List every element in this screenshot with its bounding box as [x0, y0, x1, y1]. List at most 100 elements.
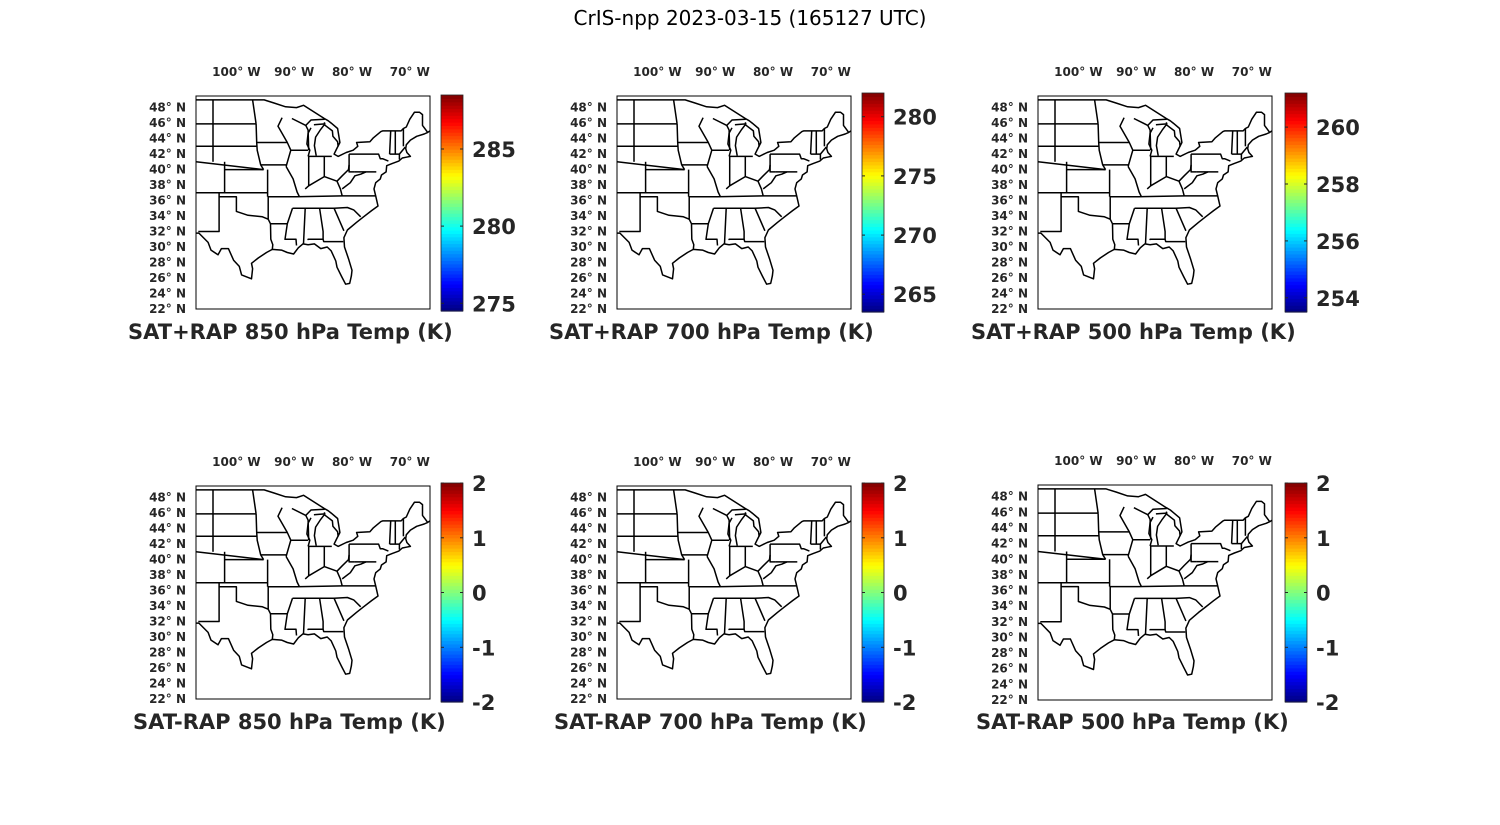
state-boundary: [1147, 125, 1152, 151]
latitude-label: 22° N: [991, 302, 1028, 316]
longitude-label: 70° W: [390, 65, 430, 79]
colorbar-segment: [862, 619, 884, 624]
colorbar-segment: [862, 684, 884, 689]
longitude-label: 100° W: [1054, 454, 1102, 468]
state-boundary: [713, 206, 783, 218]
colorbar-segment: [441, 142, 463, 147]
colorbar-segment: [862, 623, 884, 628]
colorbar-segment: [862, 548, 884, 553]
longitude-label: 70° W: [1232, 454, 1272, 468]
colorbar-segment: [1285, 140, 1307, 145]
colorbar-tick-label: 2: [472, 472, 487, 496]
state-boundary: [349, 153, 389, 162]
latitude-label: 44° N: [570, 522, 607, 536]
colorbar-segment: [1285, 216, 1307, 221]
longitude-label: 90° W: [1116, 65, 1156, 79]
colorbar-segment: [441, 496, 463, 501]
latitude-label: 30° N: [991, 631, 1028, 645]
state-boundary: [341, 171, 367, 190]
latitude-label: 28° N: [149, 256, 186, 270]
state-boundary: [1093, 99, 1099, 125]
state-boundary: [1097, 123, 1107, 170]
colorbar-segment: [1285, 199, 1307, 204]
colorbar-segment: [441, 647, 463, 652]
colorbar-segment: [441, 155, 463, 160]
colorbar-segment: [862, 654, 884, 659]
colorbar-segment: [1285, 308, 1307, 313]
latitude-label: 46° N: [991, 505, 1028, 519]
colorbar-segment: [441, 503, 463, 508]
colorbar-segment: [862, 602, 884, 607]
latitude-label: 32° N: [149, 225, 186, 239]
latitude-label: 24° N: [570, 287, 607, 301]
state-boundary: [757, 164, 771, 182]
colorbar-segment: [862, 188, 884, 193]
colorbar-segment: [441, 500, 463, 505]
colorbar-segment: [441, 537, 463, 542]
colorbar-segment: [441, 230, 463, 234]
colorbar-segment: [862, 650, 884, 655]
latitude-label: 40° N: [149, 553, 186, 567]
latitude-label: 44° N: [991, 132, 1028, 146]
state-boundary: [292, 596, 362, 608]
colorbar-segment: [441, 626, 463, 631]
colorbar-segment: [441, 623, 463, 628]
colorbar-segment: [441, 236, 463, 241]
colorbar-segment: [1285, 582, 1307, 587]
colorbar-segment: [1285, 116, 1307, 121]
colorbar-segment: [862, 496, 884, 501]
colorbar-segment: [862, 274, 884, 279]
colorbar-segment: [441, 203, 463, 207]
colorbar-segment: [862, 599, 884, 604]
canada-border: [1038, 99, 1271, 158]
colorbar-segment: [1285, 260, 1307, 265]
latitude-label: 32° N: [991, 615, 1028, 629]
colorbar-segment: [441, 290, 463, 295]
colorbar-segment: [1285, 544, 1307, 549]
state-boundary: [725, 175, 764, 197]
state-boundary: [1175, 208, 1187, 232]
state-boundary: [723, 598, 727, 634]
longitude-label: 70° W: [811, 455, 851, 469]
state-boundary: [619, 586, 641, 623]
state-boundary: [672, 99, 678, 125]
colorbar-segment: [441, 493, 463, 498]
latitude-label: 42° N: [570, 147, 607, 161]
latitude-label: 22° N: [149, 302, 186, 316]
state-boundary: [698, 507, 713, 541]
latitude-label: 26° N: [991, 662, 1028, 676]
colorbar-segment: [1285, 195, 1307, 200]
colorbar-segment: [1285, 291, 1307, 296]
colorbar-segment: [441, 223, 463, 228]
colorbar-tick-label: -2: [472, 691, 495, 715]
state-boundary: [1147, 514, 1152, 540]
colorbar-segment: [441, 263, 463, 268]
state-boundary: [313, 122, 326, 126]
latitude-label: 28° N: [570, 256, 607, 270]
colorbar: 254 256 258 260: [1284, 92, 1360, 313]
colorbar-segment: [862, 253, 884, 258]
colorbar-segment: [441, 176, 463, 180]
latitude-label: 38° N: [570, 178, 607, 192]
colorbar-segment: [862, 260, 884, 265]
colorbar-segment: [441, 246, 463, 251]
colorbar-tick-label: 2: [893, 472, 908, 496]
colorbar-segment: [862, 281, 884, 286]
colorbar-segment: [1285, 561, 1307, 566]
colorbar-segment: [441, 544, 463, 549]
colorbar-segment: [862, 127, 884, 132]
panel-title: SAT+RAP 500 hPa Temp (K): [971, 320, 1296, 344]
colorbar-segment: [862, 578, 884, 583]
state-boundary: [676, 513, 686, 560]
colorbar-segment: [441, 179, 463, 184]
colorbar-segment: [862, 483, 884, 488]
colorbar-segment: [1285, 226, 1307, 231]
colorbar-segment: [1285, 120, 1307, 125]
colorbar-segment: [441, 287, 463, 292]
map-panel-sat-minus-rap-850: 100° W 90° W 80° W 70° W 48° N 46° N 44° N 42° …: [0, 0, 495, 734]
colorbar-segment: [1285, 674, 1307, 679]
colorbar-segment: [441, 558, 463, 563]
colorbar-segment: [1285, 527, 1307, 532]
colorbar-tick-label: 1: [472, 527, 487, 551]
